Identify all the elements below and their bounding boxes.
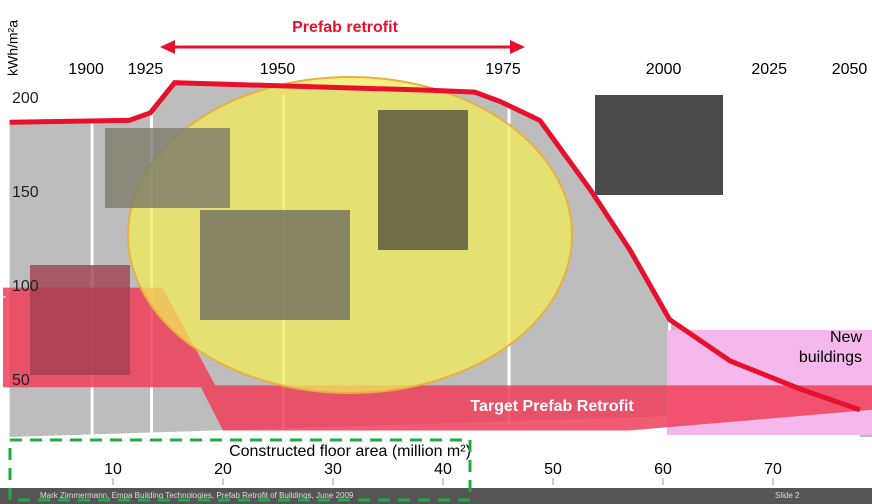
x-tick-label: 30: [324, 461, 342, 478]
arrow-head: [160, 40, 175, 54]
x-axis-label: Constructed floor area (million m²): [229, 443, 471, 460]
arrow-head: [510, 40, 525, 54]
year-label: 1900: [68, 61, 104, 78]
year-label: 2025: [751, 61, 787, 78]
band-label: Target Prefab Retrofit: [470, 398, 634, 415]
building-photo: [30, 265, 130, 375]
x-tick-label: 40: [434, 461, 452, 478]
building-photo: [105, 128, 230, 208]
building-photo: [378, 110, 468, 250]
y-tick-label: 50: [12, 372, 30, 389]
slide-number: Slide 2: [775, 491, 800, 500]
building-photo: [595, 95, 723, 195]
building-photo: [200, 210, 350, 320]
highlight-box: [8, 438, 472, 502]
year-label: 2050: [832, 61, 868, 78]
annotation: New: [830, 329, 862, 346]
x-tick-label: 20: [214, 461, 232, 478]
chart-title: Prefab retrofit: [292, 19, 398, 36]
x-tick-label: 60: [654, 461, 672, 478]
consumption-line: [9, 80, 861, 413]
x-tick-label: 50: [544, 461, 562, 478]
y-tick-label: 200: [12, 90, 39, 107]
x-tick-label: 70: [764, 461, 782, 478]
annotation: buildings: [799, 349, 862, 366]
x-tick-label: 10: [104, 461, 122, 478]
y-tick-label: 150: [12, 184, 39, 201]
target-band: [3, 287, 872, 431]
footer: Mark Zimmermann, Empa Building Technolog…: [40, 491, 354, 500]
y-axis-label: kWh/m²a: [5, 20, 21, 76]
year-label: 1925: [128, 61, 164, 78]
year-label: 1975: [485, 61, 521, 78]
y-tick-label: 100: [12, 278, 39, 295]
year-label: 2000: [646, 61, 682, 78]
year-label: 1950: [260, 61, 296, 78]
